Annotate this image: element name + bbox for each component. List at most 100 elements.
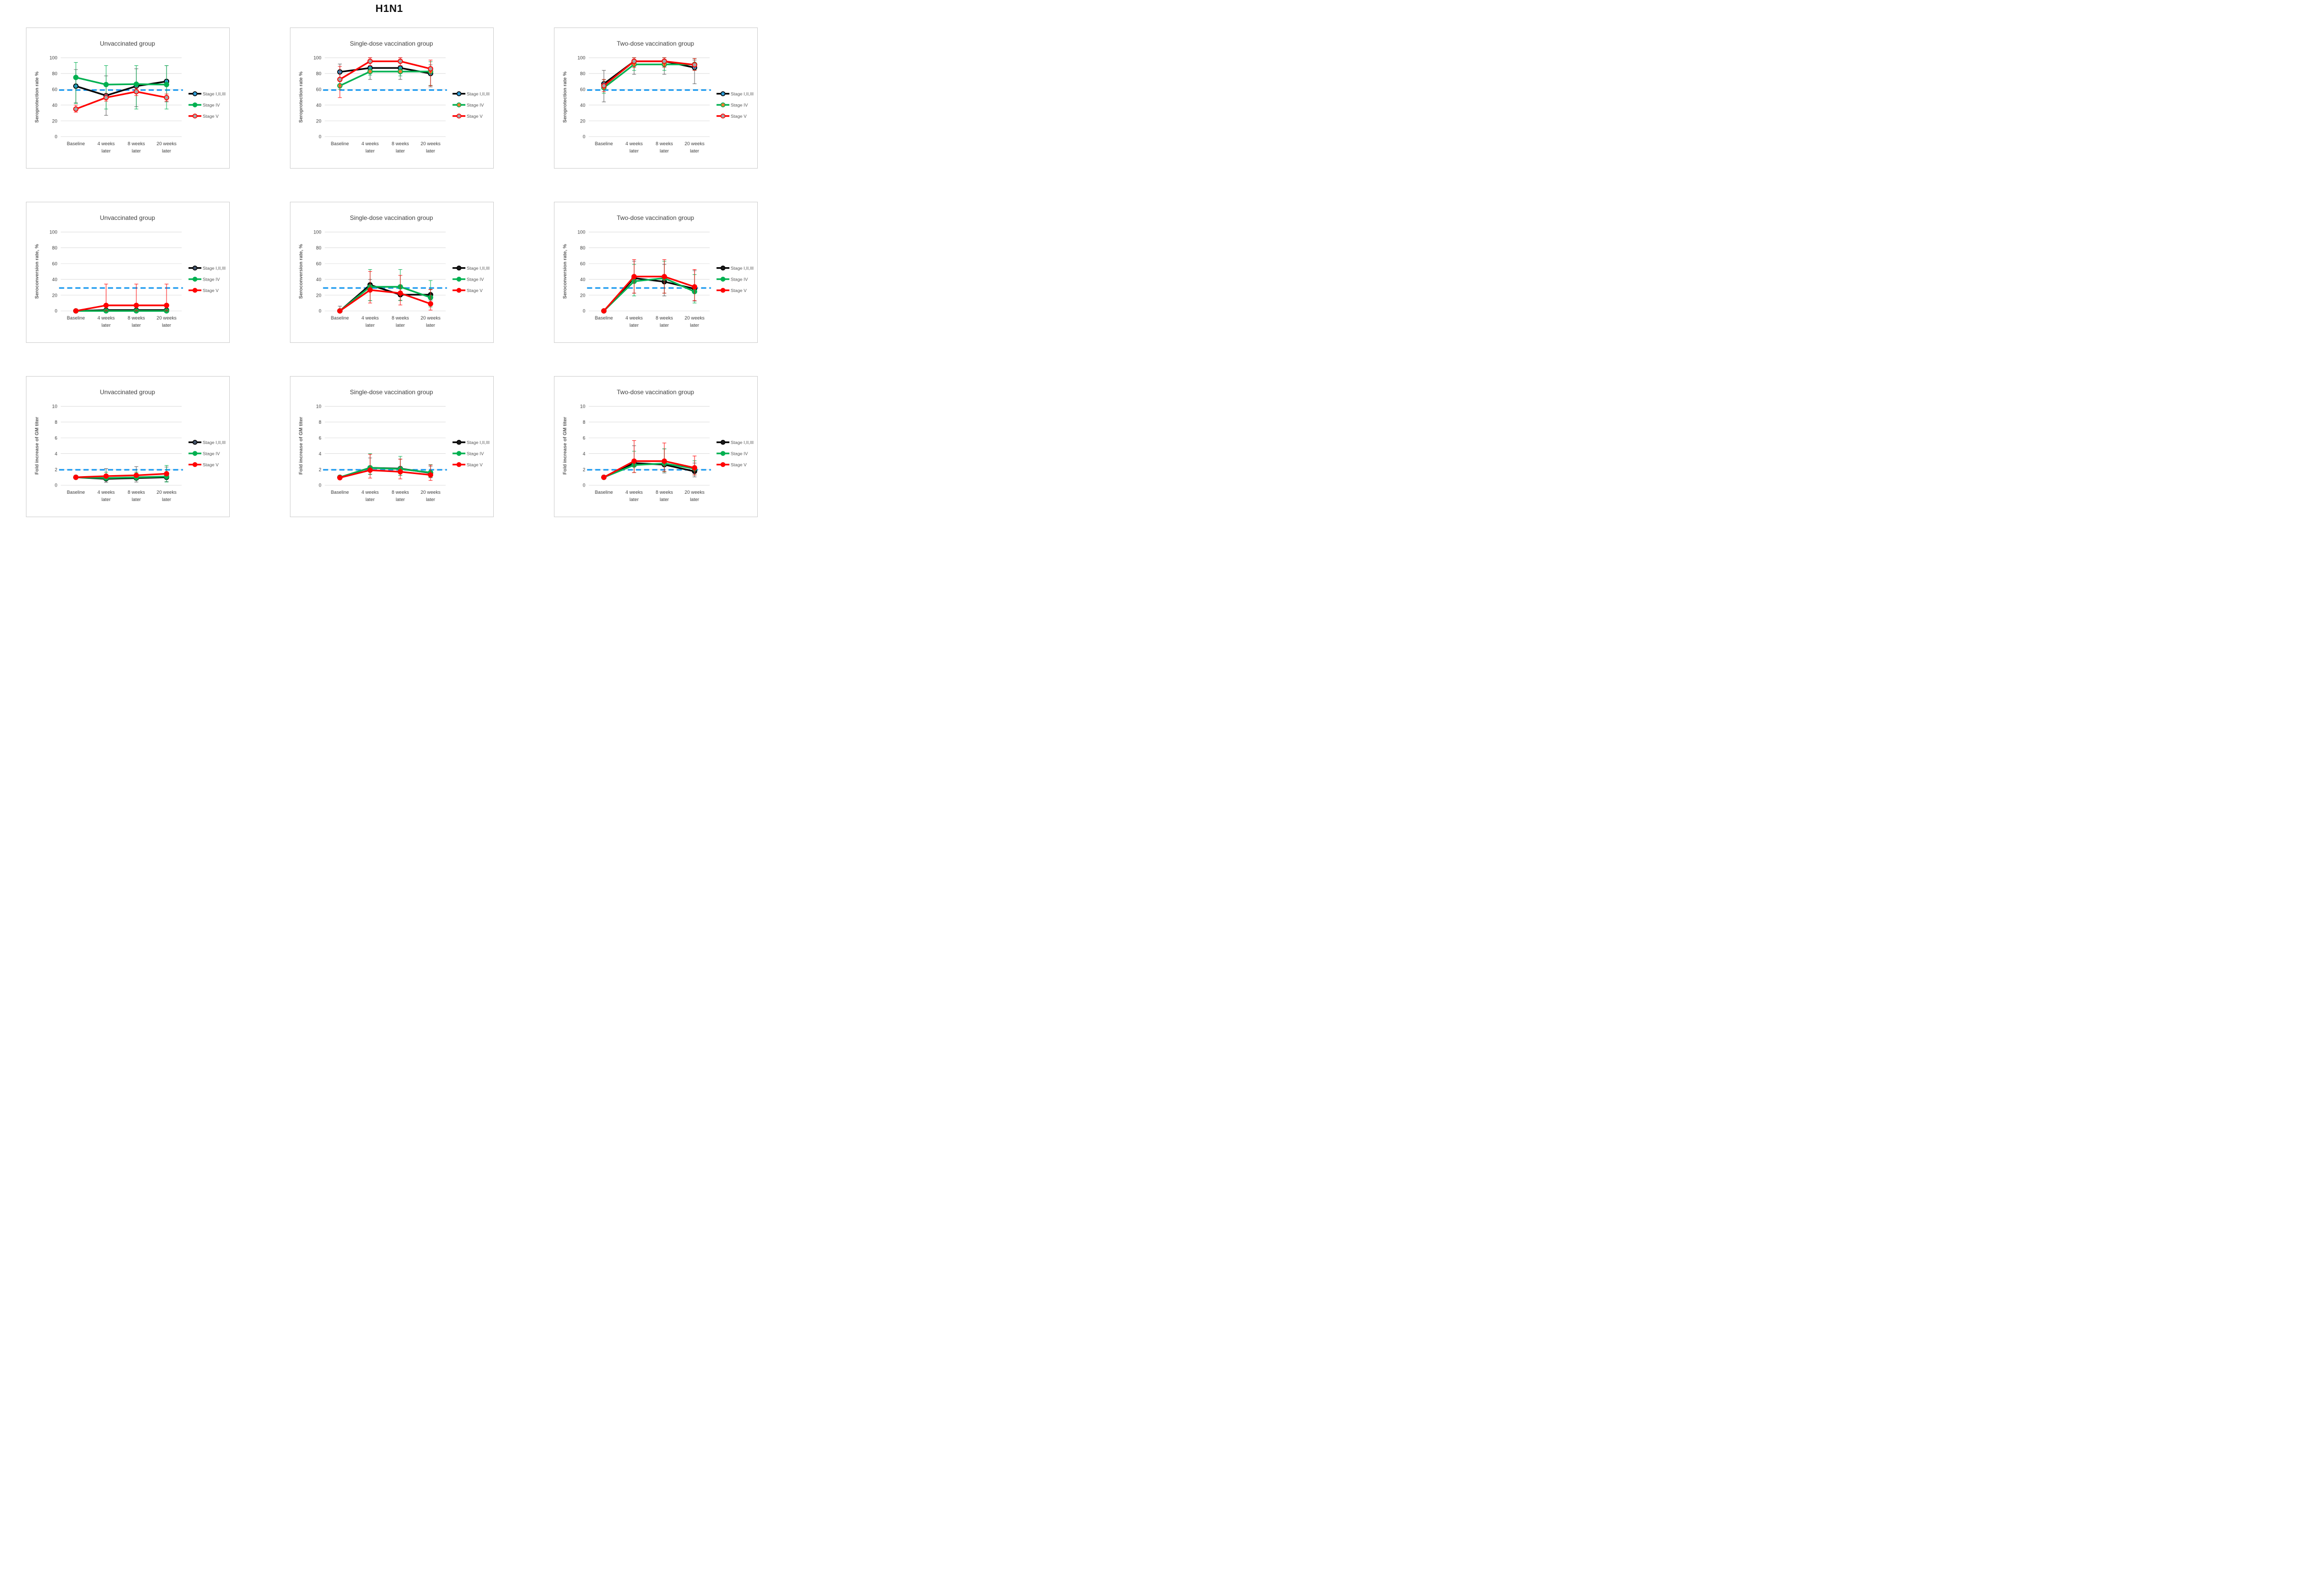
- y-tick-label: 60: [580, 87, 585, 92]
- data-point: [73, 75, 79, 80]
- y-tick-label: 80: [580, 245, 585, 251]
- data-point: [631, 58, 637, 64]
- y-tick-label: 80: [52, 71, 57, 76]
- data-point: [337, 475, 343, 481]
- legend-marker: [192, 440, 198, 445]
- y-tick-label: 8: [318, 420, 321, 425]
- series-line: [75, 91, 168, 110]
- x-tick-label: later: [690, 148, 699, 154]
- y-tick-label: 100: [577, 230, 585, 235]
- series-line: [339, 289, 432, 312]
- data-point: [661, 274, 667, 280]
- x-tick-label: later: [426, 323, 435, 328]
- y-axis-label: Seroconversion rate, %: [298, 244, 304, 299]
- chart-seroconversion-single-dose: 0 20 40 60 80 100 Single-dose vaccination grou…: [298, 214, 490, 328]
- chart-gm-titer-two-dose: 0 2 4 6 8 10 Two-dose vaccination group Fold in…: [562, 388, 754, 502]
- x-tick-label: later: [630, 497, 639, 502]
- x-tick-label: Baseline: [595, 315, 613, 321]
- y-axis-label: Seroconversion rate, %: [34, 244, 40, 299]
- legend-marker: [192, 266, 198, 271]
- data-point: [661, 458, 667, 464]
- y-tick-label: 6: [318, 435, 321, 440]
- x-tick-label: later: [102, 148, 111, 154]
- x-tick-label: later: [630, 323, 639, 328]
- legend-label: Stage IV: [731, 451, 748, 456]
- y-tick-label: 40: [52, 277, 57, 282]
- y-tick-label: 80: [316, 245, 321, 251]
- legend-label: Stage IV: [731, 277, 748, 282]
- chart-grid: 0 20 40 60 80 100 Unvaccinated group Seroprotec…: [5, 19, 779, 525]
- legend-marker: [192, 451, 198, 456]
- legend-label: Stage I,II,III: [731, 266, 754, 271]
- x-tick-label: 8 weeks: [656, 315, 673, 321]
- x-tick-label: later: [690, 497, 699, 502]
- figure-title: H1N1: [375, 3, 404, 15]
- x-tick-label: Baseline: [331, 141, 349, 146]
- data-point: [397, 68, 403, 75]
- panel-title: Single-dose vaccination group: [350, 40, 433, 47]
- series-line: [603, 277, 696, 312]
- legend-label: Stage I,II,III: [731, 91, 754, 96]
- x-tick-label: 20 weeks: [157, 490, 177, 495]
- data-point: [133, 89, 139, 94]
- x-tick-label: 4 weeks: [626, 490, 643, 495]
- data-point: [73, 475, 79, 480]
- data-point: [103, 94, 109, 101]
- legend-marker: [720, 114, 726, 119]
- panel-seroprotection-two-dose: 0 20 40 60 80 100 Two-dose vaccination group Se…: [554, 27, 758, 169]
- data-point: [397, 469, 403, 475]
- legend-marker: [456, 102, 462, 107]
- x-tick-label: 8 weeks: [128, 490, 145, 495]
- legend-marker: [720, 266, 726, 271]
- series-line: [75, 80, 168, 96]
- legend-marker: [192, 462, 198, 467]
- chart-gm-titer-single-dose: 0 2 4 6 8 10 Single-dose vaccination group Fold…: [298, 388, 490, 502]
- y-tick-label: 40: [316, 103, 321, 108]
- y-tick-label: 10: [52, 404, 57, 409]
- y-tick-label: 8: [54, 420, 57, 425]
- panel-title: Two-dose vaccination group: [617, 388, 694, 396]
- y-tick-label: 0: [54, 309, 57, 314]
- y-axis-label: Fold increase of GM titer: [562, 417, 568, 475]
- y-axis-label: Fold increase of GM titer: [34, 417, 40, 475]
- data-point: [691, 284, 698, 290]
- legend-label: Stage V: [731, 462, 747, 467]
- x-tick-label: 8 weeks: [392, 141, 409, 146]
- data-point: [337, 308, 343, 314]
- legend-marker: [456, 266, 462, 271]
- x-tick-label: 4 weeks: [626, 315, 643, 321]
- panel-seroprotection-unvaccinated: 0 20 40 60 80 100 Unvaccinated group Seroprotec…: [26, 27, 230, 169]
- x-tick-label: later: [102, 323, 111, 328]
- y-tick-label: 8: [582, 420, 585, 425]
- y-tick-label: 10: [316, 404, 321, 409]
- x-tick-label: 20 weeks: [421, 315, 441, 321]
- x-tick-label: later: [132, 148, 141, 154]
- legend-marker: [456, 114, 462, 119]
- y-tick-label: 100: [49, 55, 57, 61]
- x-tick-label: later: [366, 148, 375, 154]
- x-tick-label: later: [162, 148, 171, 154]
- legend-label: Stage V: [731, 288, 747, 293]
- panel-title: Unvaccinated group: [100, 214, 155, 221]
- y-tick-label: 40: [580, 277, 585, 282]
- chart-gm-titer-unvaccinated: 0 2 4 6 8 10 Unvaccinated group Fold increase o…: [34, 388, 226, 502]
- series-line: [75, 76, 168, 86]
- panel-gm-titer-single-dose: 0 2 4 6 8 10 Single-dose vaccination group Fold…: [290, 376, 494, 517]
- y-tick-label: 60: [580, 261, 585, 266]
- x-tick-label: later: [630, 148, 639, 154]
- series-line: [339, 469, 432, 479]
- data-point: [427, 472, 434, 478]
- x-tick-label: later: [366, 497, 375, 502]
- data-point: [163, 471, 170, 477]
- x-tick-label: 8 weeks: [392, 490, 409, 495]
- y-tick-label: 80: [52, 245, 57, 251]
- y-tick-label: 40: [316, 277, 321, 282]
- y-axis-label: Seroprotection rate %: [34, 71, 40, 122]
- y-tick-label: 0: [318, 134, 321, 140]
- legend-marker: [456, 91, 462, 96]
- legend-label: Stage V: [203, 114, 219, 119]
- x-tick-label: Baseline: [595, 490, 613, 495]
- legend-label: Stage IV: [467, 451, 484, 456]
- x-tick-label: Baseline: [67, 490, 85, 495]
- y-tick-label: 20: [316, 293, 321, 298]
